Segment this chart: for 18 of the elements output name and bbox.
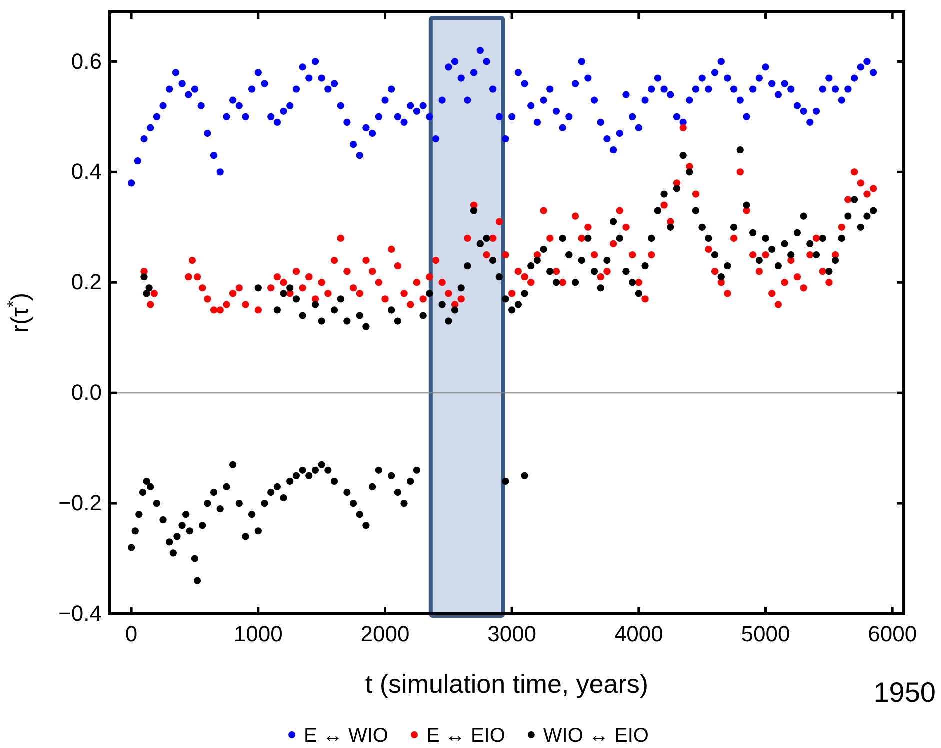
x-tick-label: 1000 bbox=[234, 622, 283, 647]
x-axis-title: t (simulation time, years) bbox=[365, 669, 649, 699]
legend-label: WIO ↔ EIO bbox=[543, 725, 649, 747]
x-tick-label: 2000 bbox=[360, 622, 410, 647]
text: 1950 bbox=[874, 677, 936, 708]
x-tick-label: 6000 bbox=[868, 622, 918, 647]
y-tick-label: −0.4 bbox=[58, 601, 102, 626]
y-tick-label: 0.2 bbox=[71, 270, 102, 295]
legend-label: E ↔ WIO bbox=[304, 725, 388, 747]
x-tick-label: 3000 bbox=[488, 622, 537, 647]
x-tick-label: 0 bbox=[125, 622, 138, 647]
x-tick-label: 4000 bbox=[614, 622, 664, 647]
y-tick-label: −0.2 bbox=[58, 490, 102, 516]
x-tick-label: 5000 bbox=[741, 622, 790, 647]
y-tick-label: 0.0 bbox=[71, 380, 102, 406]
y-tick-label: 0.4 bbox=[71, 159, 102, 184]
y-tick-label: 0.6 bbox=[71, 48, 102, 74]
legend-label: E ↔ EIO bbox=[426, 725, 506, 747]
